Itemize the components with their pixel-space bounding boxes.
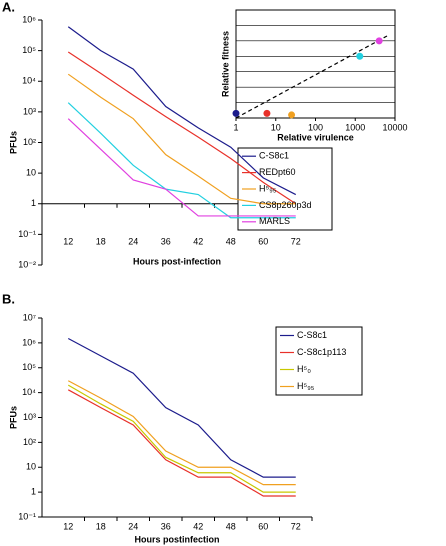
point: [375, 37, 383, 45]
legend-label: H⁵₀: [297, 364, 311, 374]
y-tick-label: 10⁷: [23, 312, 36, 322]
y-axis-title: PFUs: [8, 406, 18, 429]
y-axis-title: Relative fitness: [220, 31, 230, 97]
x-tick-label: 10000: [382, 122, 407, 132]
legend-label: H⁵₉₅: [297, 381, 315, 391]
series-line: [67, 384, 296, 493]
series-line: [67, 51, 297, 205]
x-tick-label: 42: [193, 521, 203, 531]
y-tick-label: 10⁵: [22, 362, 36, 372]
x-axis-title: Hours postinfection: [135, 534, 220, 544]
y-tick-label: 10²: [23, 137, 36, 147]
y-tick-label: 10⁻¹: [18, 511, 36, 521]
x-tick-label: 1: [233, 122, 238, 132]
x-tick-label: 60: [258, 521, 268, 531]
x-tick-label: 12: [63, 521, 73, 531]
y-tick-label: 10: [26, 168, 36, 178]
x-tick-label: 100: [308, 122, 323, 132]
y-axis-title: PFUs: [8, 131, 18, 154]
x-tick-label: 24: [128, 521, 138, 531]
legend-label: C-S8c1p113: [297, 347, 346, 357]
point: [232, 109, 240, 117]
x-tick-label: 12: [63, 236, 73, 246]
y-tick-label: 10⁶: [22, 337, 36, 347]
panel-label: B.: [2, 291, 15, 306]
x-tick-label: 24: [128, 236, 138, 246]
legend-label: CS8p260p3d: [259, 200, 312, 210]
y-tick-label: 10⁴: [22, 387, 36, 397]
y-tick-label: 10⁻²: [18, 259, 36, 269]
inset-frame: [235, 9, 396, 119]
point: [288, 111, 296, 119]
y-tick-label: 10: [26, 462, 36, 472]
x-tick-label: 18: [96, 236, 106, 246]
series-line: [67, 73, 296, 205]
series-line: [67, 26, 297, 196]
series-line: [67, 118, 296, 217]
y-tick-label: 10³: [23, 106, 36, 116]
series-line: [67, 337, 296, 478]
point: [263, 109, 271, 117]
legend-box: [275, 326, 363, 396]
point: [356, 52, 364, 60]
legend-label: C-S8c1: [297, 330, 327, 340]
x-axis-title: Hours post-infection: [133, 256, 221, 266]
y-tick-label: 10⁶: [22, 14, 36, 24]
legend-label: MARLS: [259, 216, 290, 226]
x-tick-label: 36: [161, 521, 171, 531]
y-tick-label: 1: [31, 198, 36, 208]
x-tick-label: 10: [271, 122, 281, 132]
legend-label: REDpt60: [259, 167, 296, 177]
x-tick-label: 18: [96, 521, 106, 531]
x-axis-title: Relative virulence: [277, 132, 354, 142]
series-line: [67, 380, 296, 486]
y-tick-label: 10³: [23, 412, 36, 422]
y-tick-label: 1: [31, 487, 36, 497]
y-tick-label: 10⁴: [22, 76, 36, 86]
x-tick-label: 42: [193, 236, 203, 246]
x-tick-label: 48: [226, 521, 236, 531]
panel-label: A.: [2, 0, 15, 14]
x-tick-label: 60: [258, 236, 268, 246]
y-tick-label: 10²: [23, 437, 36, 447]
legend-label: H⁵₉₅: [259, 183, 277, 193]
series-line: [67, 102, 296, 219]
x-tick-label: 72: [291, 521, 301, 531]
x-tick-label: 48: [226, 236, 236, 246]
legend-label: C-S8c1: [259, 151, 289, 161]
x-tick-label: 36: [161, 236, 171, 246]
y-tick-label: 10⁵: [22, 45, 36, 55]
x-tick-label: 72: [291, 236, 301, 246]
trend-line: [235, 35, 388, 119]
y-tick-label: 10⁻¹: [18, 229, 36, 239]
x-tick-label: 1000: [345, 122, 365, 132]
series-line: [67, 389, 296, 497]
